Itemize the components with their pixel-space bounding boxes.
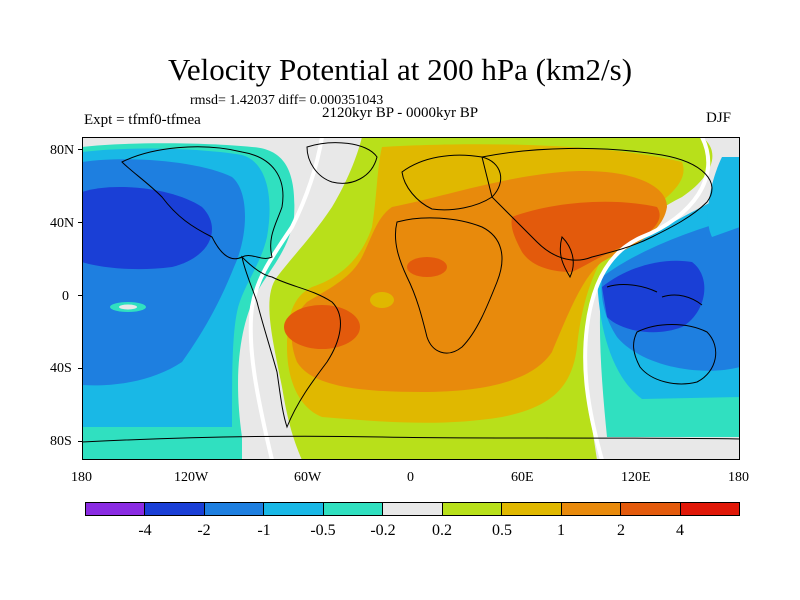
negative-east-strong	[602, 260, 705, 333]
zero-line-west	[248, 137, 324, 460]
colorbar-swatch	[382, 502, 443, 516]
colorbar-label: -1	[257, 522, 271, 539]
colorbar-swatch	[144, 502, 205, 516]
y-tick-label: 80S	[50, 434, 72, 449]
x-tick-label: 60E	[511, 470, 534, 485]
colorbar-swatch	[85, 502, 146, 516]
colorbar-swatch	[203, 502, 265, 516]
x-tick-label: 0	[407, 470, 414, 485]
y-tick-mark	[78, 149, 82, 150]
x-tick-label: 120W	[174, 470, 209, 485]
positive-core-africa	[407, 257, 447, 277]
y-tick-mark	[78, 222, 82, 223]
colorbar-swatch	[560, 502, 622, 516]
negative-east-topright	[707, 157, 740, 237]
colorbar-label: 1	[557, 522, 565, 539]
colorbar-swatch	[322, 502, 384, 516]
colorbar-label: -4	[138, 522, 152, 539]
y-tick-mark	[78, 441, 82, 442]
negative-core-neutral	[119, 304, 137, 310]
positive-local-low	[370, 292, 394, 308]
colorbar-label: 0.2	[432, 522, 452, 539]
x-tick-label: 60W	[294, 470, 322, 485]
y-tick-label: 40S	[50, 361, 72, 376]
x-tick-label: 180	[728, 470, 749, 485]
negative-contour-strong	[82, 187, 212, 270]
period-label: 2120kyr BP - 0000kyr BP	[322, 105, 479, 121]
colorbar-swatch	[263, 502, 324, 516]
colorbar-label: 2	[617, 522, 625, 539]
y-tick-mark	[78, 368, 82, 369]
x-tick-label: 120E	[621, 470, 651, 485]
chart-title: Velocity Potential at 200 hPa (km2/s)	[167, 52, 633, 87]
experiment-label: Expt = tfmf0-tfmea	[84, 112, 201, 128]
x-tick-label: 180	[71, 470, 92, 485]
y-tick-label: 80N	[50, 143, 75, 158]
colorbar-swatch	[501, 502, 562, 516]
season-label: DJF	[706, 110, 732, 126]
colorbar-swatch	[441, 502, 503, 516]
y-tick-mark	[78, 295, 82, 296]
map-frame	[82, 137, 740, 460]
colorbar-label: -2	[197, 522, 211, 539]
colorbar	[85, 502, 740, 516]
colorbar-label: -0.5	[310, 522, 336, 539]
y-tick-label: 40N	[50, 216, 75, 231]
velocity-potential-map	[82, 137, 740, 460]
colorbar-swatch	[620, 502, 681, 516]
positive-contour-strong	[511, 201, 660, 272]
colorbar-swatch	[679, 502, 740, 516]
colorbar-label: 4	[676, 522, 684, 539]
zero-line-east	[583, 137, 711, 460]
colorbar-label: -0.2	[370, 522, 396, 539]
colorbar-label: 0.5	[492, 522, 512, 539]
y-tick-label: 0	[62, 289, 69, 304]
stats-text: rmsd= 1.42037 diff= 0.000351043	[190, 93, 384, 108]
coastlines	[82, 142, 740, 443]
positive-core-southamerica	[284, 305, 360, 349]
